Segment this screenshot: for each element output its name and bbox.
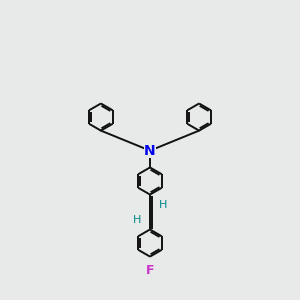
Text: H: H (159, 200, 167, 210)
Text: F: F (146, 264, 154, 278)
Text: H: H (133, 215, 141, 225)
Text: N: N (144, 144, 156, 158)
